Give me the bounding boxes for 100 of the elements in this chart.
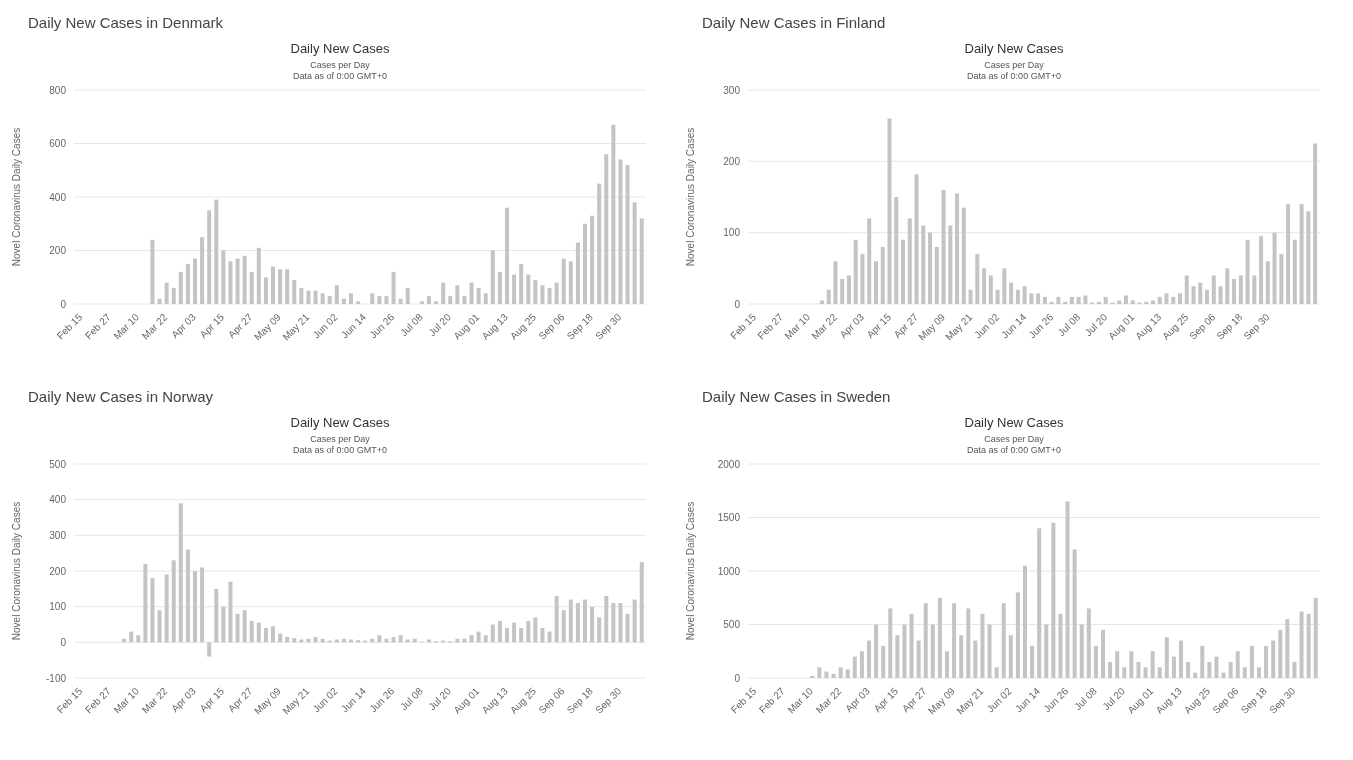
x-tick-label: Jun 14 xyxy=(1013,685,1043,715)
x-tick-label: Jul 08 xyxy=(398,311,426,339)
bar xyxy=(1123,295,1128,304)
bar xyxy=(590,215,595,304)
bar xyxy=(526,620,531,643)
bar xyxy=(1218,286,1223,304)
bar xyxy=(994,667,999,678)
bar xyxy=(1079,624,1084,678)
bar xyxy=(1083,295,1088,304)
bar xyxy=(1171,656,1176,678)
bar xyxy=(143,563,148,643)
bar xyxy=(1171,296,1176,304)
bar xyxy=(1211,275,1216,304)
y-tick-label: 500 xyxy=(723,619,741,631)
bar xyxy=(867,218,872,304)
bar xyxy=(1292,661,1297,678)
bar xyxy=(639,218,644,304)
bar xyxy=(921,225,926,304)
bar xyxy=(370,293,375,304)
bar xyxy=(356,301,361,304)
bar xyxy=(334,639,339,643)
bar xyxy=(1001,603,1006,678)
bar xyxy=(1200,645,1205,678)
text: Daily New Cases in Norway xyxy=(27,387,215,405)
bar xyxy=(909,613,914,678)
x-tick-label: Jul 20 xyxy=(426,311,454,339)
bar xyxy=(846,275,851,304)
bar xyxy=(1235,651,1240,678)
bar xyxy=(597,617,602,643)
bar xyxy=(1023,565,1027,678)
bar xyxy=(982,268,987,304)
chart-subtitle: Cases per Day Data as of 0:00 GMT+0 xyxy=(966,60,1062,82)
bar xyxy=(1242,667,1247,678)
bar xyxy=(278,269,283,304)
bar xyxy=(1286,204,1291,304)
bar xyxy=(1207,661,1212,678)
bar xyxy=(1150,651,1155,678)
bar xyxy=(271,266,275,304)
text: Daily New Cases in Denmark xyxy=(27,13,225,31)
bar xyxy=(590,606,595,643)
bar xyxy=(1265,261,1270,304)
bar xyxy=(157,610,162,643)
bar xyxy=(306,290,311,304)
bar xyxy=(1164,637,1169,678)
bar xyxy=(575,242,580,304)
chart-subtitle: Cases per Day Data as of 0:00 GMT+0 xyxy=(292,60,388,82)
bar xyxy=(1252,275,1257,304)
x-tick-label: Feb 27 xyxy=(82,311,114,342)
x-tick-label: Jun 02 xyxy=(972,311,1002,341)
y-tick-label: 600 xyxy=(49,138,67,150)
bar xyxy=(959,635,964,678)
x-tick-label: Jun 14 xyxy=(999,311,1029,341)
bar xyxy=(831,673,836,678)
bar xyxy=(1313,143,1318,304)
bar xyxy=(554,282,559,304)
x-tick-label: Mar 22 xyxy=(139,311,170,342)
bar xyxy=(419,301,424,304)
y-tick-label: 800 xyxy=(49,84,67,96)
bar xyxy=(1238,275,1243,304)
x-tick-label: Apr 15 xyxy=(871,685,901,715)
bar xyxy=(519,628,524,643)
bar xyxy=(349,293,353,304)
bar xyxy=(980,613,985,678)
bar xyxy=(1249,645,1254,678)
bar xyxy=(860,254,865,304)
x-tick-label: Apr 15 xyxy=(197,311,227,341)
bar xyxy=(512,274,517,304)
bar xyxy=(625,164,630,304)
bar xyxy=(639,562,644,643)
bar xyxy=(256,247,261,304)
x-tick-label: Feb 27 xyxy=(82,685,114,716)
bar xyxy=(1115,651,1120,678)
bar xyxy=(519,263,524,304)
bar xyxy=(583,223,587,304)
bar xyxy=(873,261,878,304)
bar xyxy=(320,293,325,304)
bar xyxy=(1179,640,1183,678)
bar xyxy=(434,301,439,304)
bar xyxy=(1002,268,1007,304)
bar xyxy=(880,246,885,304)
bar xyxy=(955,193,960,304)
bar xyxy=(1232,279,1237,304)
bar xyxy=(377,295,382,304)
x-tick-label: Aug 01 xyxy=(451,311,482,342)
bar xyxy=(483,635,488,643)
bar xyxy=(235,613,240,643)
bar xyxy=(171,560,176,643)
bar xyxy=(207,210,212,304)
bar xyxy=(469,635,474,643)
bar xyxy=(263,277,268,304)
bar xyxy=(1072,549,1077,678)
chart-title: Daily New Cases xyxy=(289,41,391,56)
x-tick-label: Apr 03 xyxy=(169,311,199,341)
chart-subtitle: Cases per Day Data as of 0:00 GMT+0 xyxy=(966,434,1062,456)
bar xyxy=(313,290,318,304)
x-tick-label: Mar 10 xyxy=(785,685,816,716)
bar xyxy=(1157,296,1162,304)
bar xyxy=(1228,661,1233,678)
bar xyxy=(263,628,268,643)
x-tick-label: Jul 20 xyxy=(1100,685,1128,713)
